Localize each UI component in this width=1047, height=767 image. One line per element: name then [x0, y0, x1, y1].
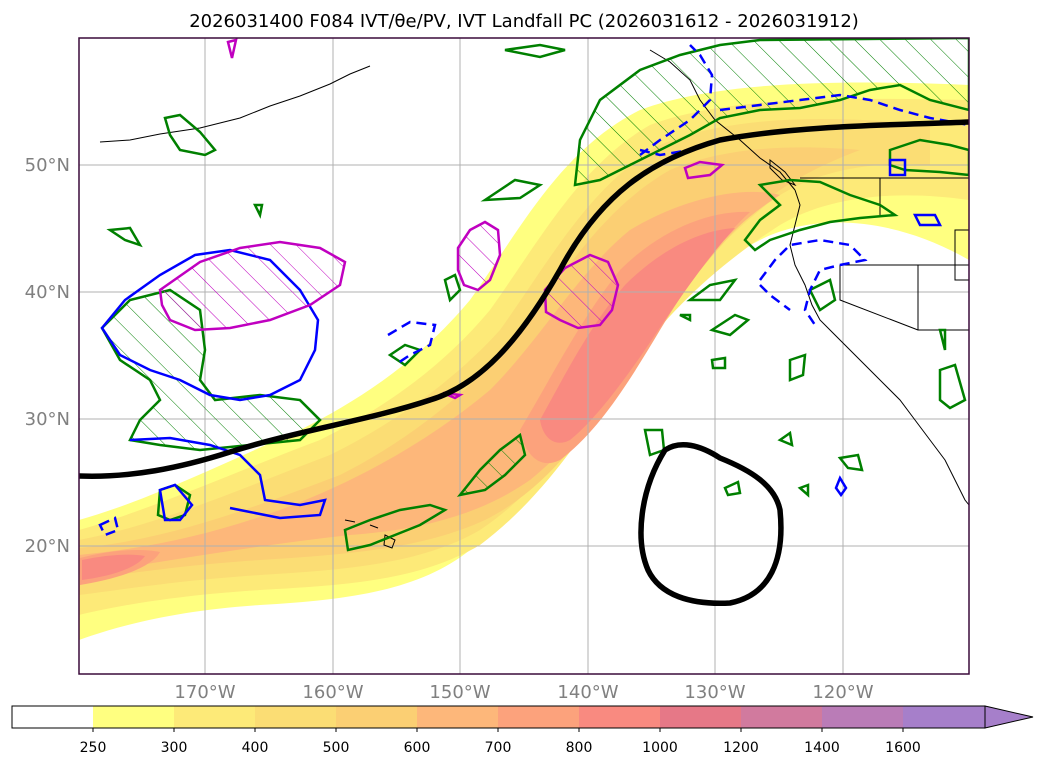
colorbar-label: 250 [80, 740, 107, 756]
colorbar-extend-arrow [984, 705, 1034, 729]
colorbar-segment [12, 706, 94, 728]
colorbar-segment [498, 706, 580, 728]
green-hatched-region-ne [573, 38, 969, 187]
pc-closed-contour [638, 441, 784, 606]
aleutian-islands [99, 65, 371, 143]
blue-dashed-west-coast [759, 238, 868, 326]
colorbar-label: 1200 [723, 740, 759, 756]
colorbar-label: 1000 [642, 740, 678, 756]
colorbar-segment [93, 706, 175, 728]
pc-main-line [79, 119, 969, 480]
vancouver-island [769, 158, 797, 187]
colorbar-label: 1600 [885, 740, 921, 756]
magenta-hatched-river [543, 253, 620, 330]
lat-label-50n: 50°N [25, 155, 70, 176]
colorbar-labels: 250 300 400 500 600 700 800 1000 1200 1400 1600 [80, 728, 921, 756]
lat-label-20n: 20°N [25, 536, 70, 557]
colorbar: 250 300 400 500 600 700 800 1000 1200 1400 1600 [11, 705, 1034, 756]
colorbar-segment [822, 706, 904, 728]
lon-label-120w: 120°W [812, 682, 873, 703]
colorbar-segment [741, 706, 823, 728]
lon-label-150w: 150°W [429, 682, 490, 703]
coastlines [99, 49, 969, 549]
magenta-contours [158, 38, 725, 400]
lon-label-170w: 170°W [174, 682, 235, 703]
magenta-hatched-west [158, 240, 347, 332]
lon-labels: 170°W 160°W 150°W 140°W 130°W 120°W [174, 682, 873, 703]
colorbar-segment [903, 706, 985, 728]
lon-label-140w: 140°W [557, 682, 618, 703]
hawaii-islands [344, 519, 396, 549]
colorbar-label: 700 [485, 740, 512, 756]
map-frame [78, 37, 970, 675]
colorbar-segment [336, 706, 418, 728]
lat-labels: 50°N 40°N 30°N 20°N [25, 155, 70, 557]
lon-label-130w: 130°W [684, 682, 745, 703]
colorbar-label: 600 [404, 740, 431, 756]
north-america-coast [789, 189, 969, 506]
ivt-800-band [82, 228, 735, 580]
colorbar-label: 300 [161, 740, 188, 756]
map-area [79, 38, 969, 674]
lat-label-30n: 30°N [25, 409, 70, 430]
lon-label-160w: 160°W [302, 682, 363, 703]
blue-dashed-center [387, 320, 437, 367]
green-hatched-region-se [456, 432, 527, 497]
magenta-hatched-center [456, 220, 502, 292]
colorbar-segment [579, 706, 661, 728]
colorbar-label: 800 [566, 740, 593, 756]
colorbar-segment [660, 706, 742, 728]
colorbar-label: 1400 [804, 740, 840, 756]
pc-contours [79, 119, 969, 606]
colorbar-segment [255, 706, 337, 728]
blue-solid-west [100, 248, 320, 402]
state-lines [839, 178, 969, 331]
colorbar-segment [417, 706, 499, 728]
colorbar-segment [174, 706, 256, 728]
colorbar-segments [12, 706, 985, 728]
lat-label-40n: 40°N [25, 282, 70, 303]
colorbar-label: 500 [323, 740, 350, 756]
colorbar-label: 400 [242, 740, 269, 756]
figure-title: 2026031400 F084 IVT/θe/PV, IVT Landfall … [189, 11, 859, 32]
